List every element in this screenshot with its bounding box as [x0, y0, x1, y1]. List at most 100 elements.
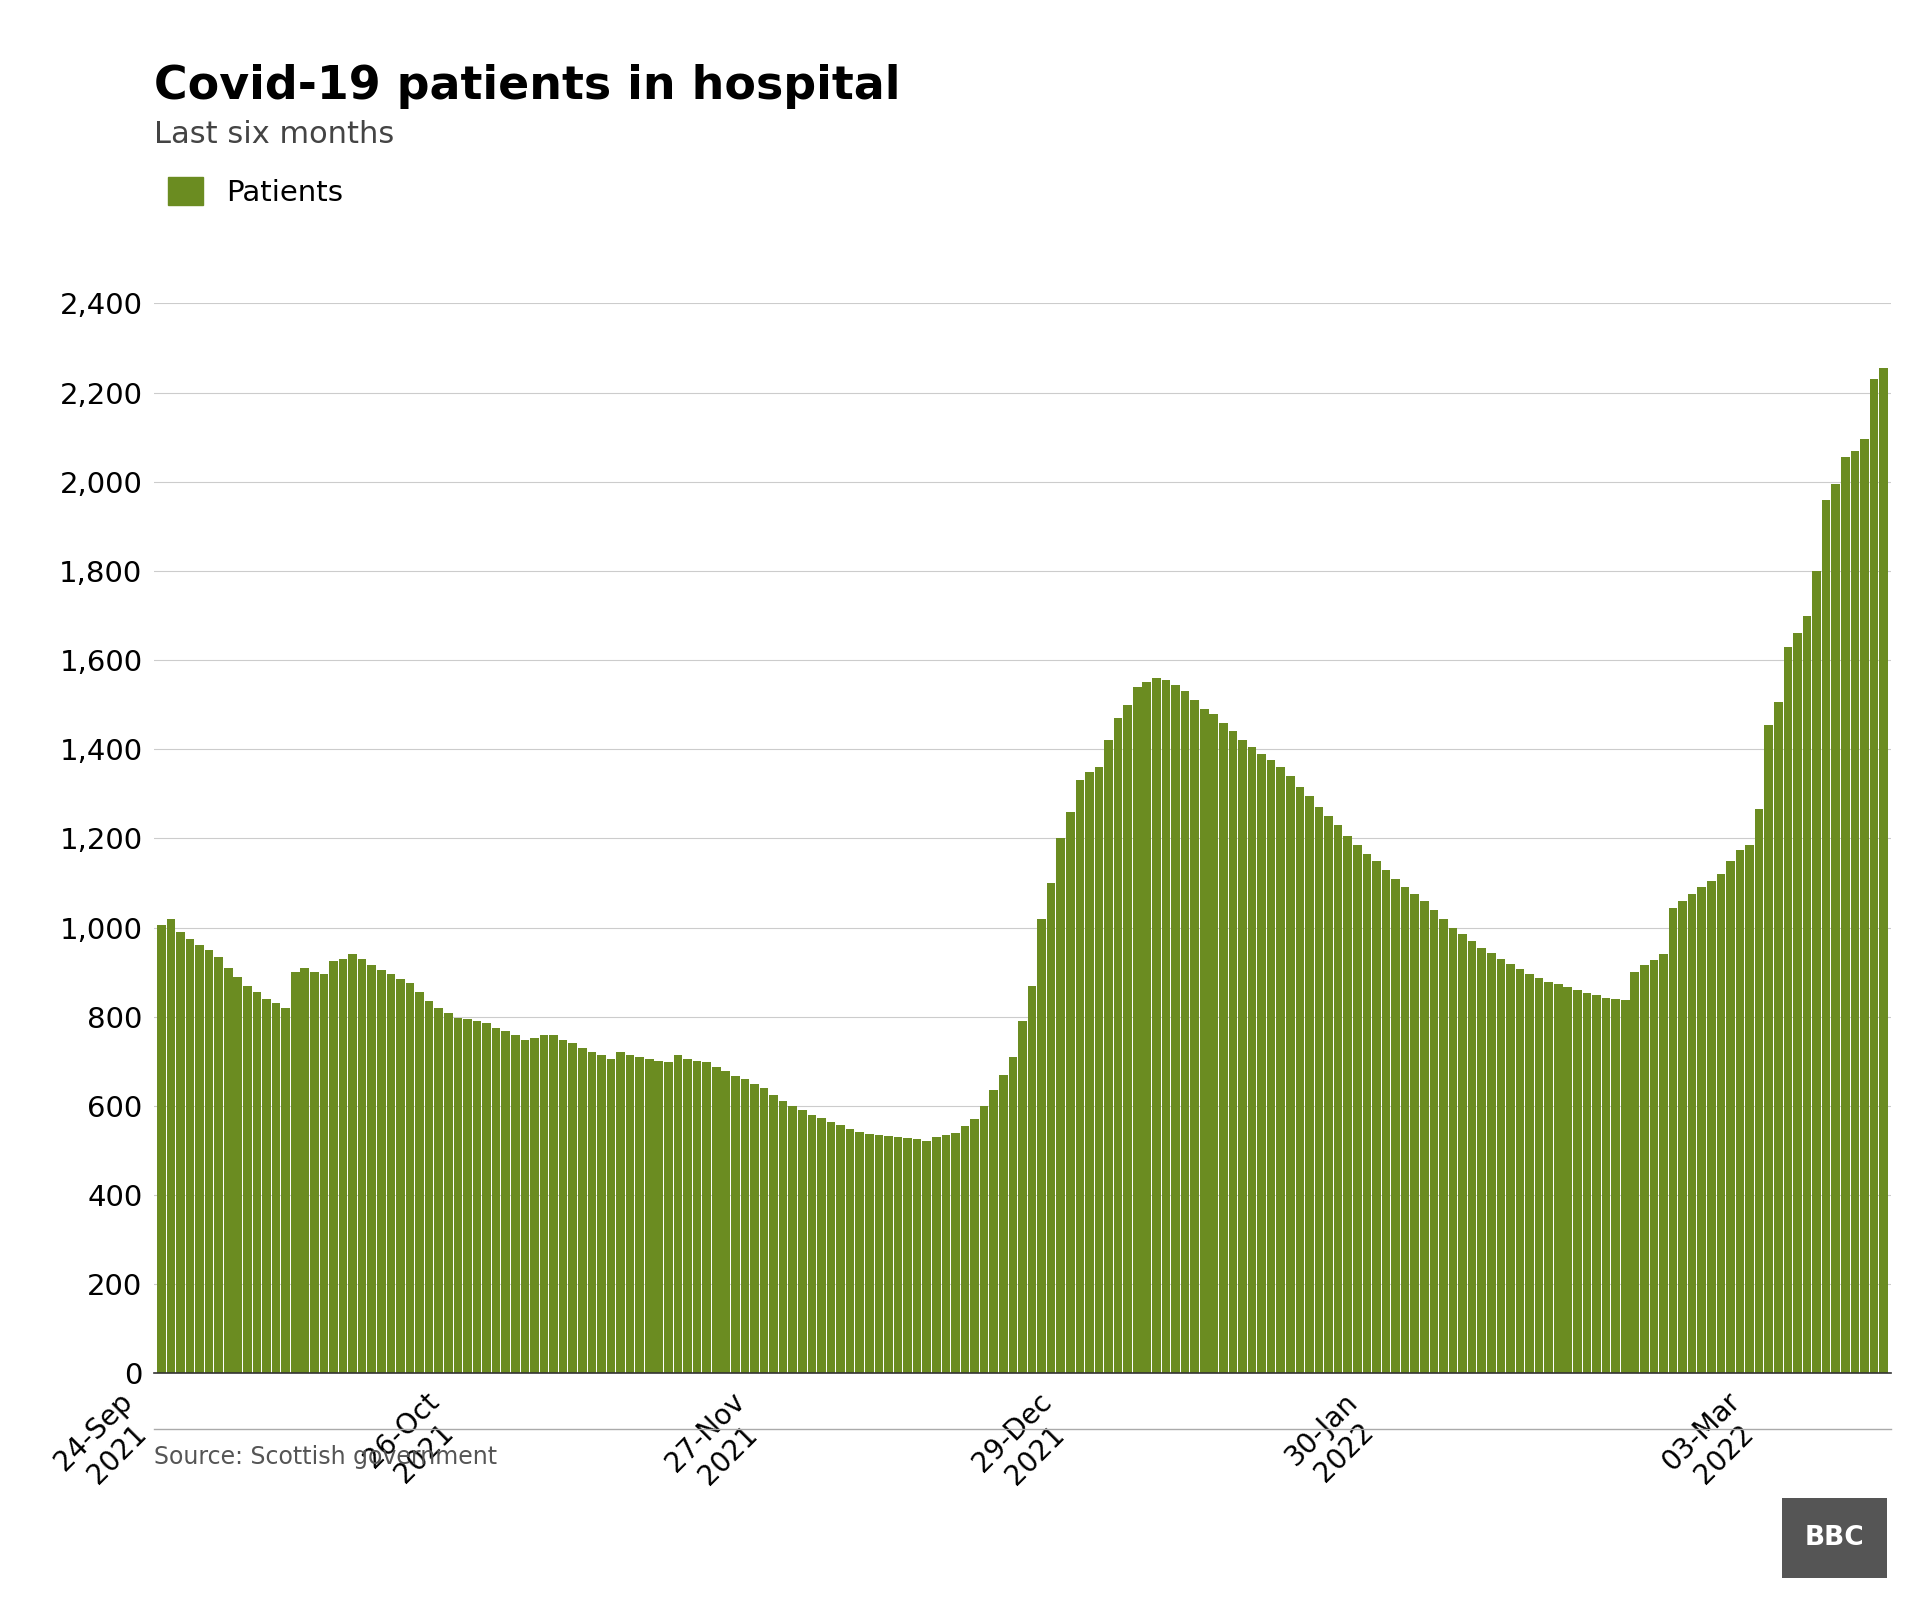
Bar — [1008, 1057, 1018, 1373]
Bar — [1649, 960, 1659, 1373]
Bar — [1755, 810, 1763, 1373]
Bar — [1726, 861, 1736, 1373]
Bar — [989, 1091, 998, 1373]
Bar — [167, 918, 175, 1373]
Bar — [1544, 982, 1553, 1373]
Bar — [1094, 767, 1104, 1373]
Bar — [684, 1059, 691, 1373]
Bar — [578, 1048, 588, 1373]
Bar — [626, 1054, 634, 1373]
Bar — [472, 1020, 482, 1373]
Bar — [1104, 741, 1114, 1373]
Bar — [501, 1032, 511, 1373]
Bar — [1392, 878, 1400, 1373]
Bar — [912, 1139, 922, 1373]
Bar — [376, 969, 386, 1373]
Bar — [1325, 816, 1332, 1373]
Bar — [1793, 634, 1801, 1373]
Bar — [424, 1001, 434, 1373]
Bar — [177, 933, 184, 1373]
Bar — [1334, 826, 1342, 1373]
Text: BBC: BBC — [1805, 1525, 1864, 1551]
Bar — [1592, 995, 1601, 1373]
Bar — [1296, 787, 1304, 1373]
Bar — [931, 1137, 941, 1373]
Bar — [386, 974, 396, 1373]
Bar — [789, 1105, 797, 1373]
Bar — [434, 1008, 444, 1373]
Bar — [1476, 947, 1486, 1373]
Bar — [1486, 953, 1496, 1373]
Bar — [338, 958, 348, 1373]
Bar — [1467, 941, 1476, 1373]
Bar — [1037, 918, 1046, 1373]
Text: Last six months: Last six months — [154, 120, 394, 149]
Bar — [1219, 722, 1227, 1373]
Bar — [808, 1115, 816, 1373]
Bar — [348, 955, 357, 1373]
Bar — [893, 1137, 902, 1373]
Bar — [1716, 874, 1726, 1373]
Bar — [597, 1054, 605, 1373]
Bar — [1841, 457, 1849, 1373]
Bar — [1123, 704, 1133, 1373]
Bar — [1373, 861, 1380, 1373]
Bar — [828, 1121, 835, 1373]
Bar — [568, 1043, 578, 1373]
Bar — [244, 985, 252, 1373]
Bar — [1190, 699, 1198, 1373]
Bar — [1046, 883, 1056, 1373]
Bar — [1229, 731, 1236, 1373]
Bar — [482, 1024, 492, 1373]
Bar — [1659, 955, 1668, 1373]
Bar — [292, 973, 300, 1373]
Bar — [1258, 754, 1265, 1373]
Bar — [1707, 882, 1716, 1373]
Bar — [970, 1119, 979, 1373]
Bar — [645, 1059, 653, 1373]
Bar — [1572, 990, 1582, 1373]
Bar — [1411, 894, 1419, 1373]
Bar — [1860, 439, 1868, 1373]
Bar — [253, 992, 261, 1373]
Bar — [1382, 870, 1390, 1373]
Bar — [1027, 985, 1037, 1373]
Bar — [693, 1062, 701, 1373]
Bar — [309, 973, 319, 1373]
Bar — [941, 1135, 950, 1373]
Bar — [186, 939, 194, 1373]
Bar — [1286, 776, 1294, 1373]
Bar — [847, 1129, 854, 1373]
Bar — [263, 1000, 271, 1373]
Bar — [157, 925, 165, 1373]
Bar — [273, 1003, 280, 1373]
Bar — [1267, 760, 1275, 1373]
Bar — [732, 1076, 739, 1373]
Legend: Patients: Patients — [169, 177, 344, 208]
Bar — [367, 966, 376, 1373]
Bar — [540, 1035, 549, 1373]
Bar — [1803, 615, 1811, 1373]
Bar — [444, 1012, 453, 1373]
Bar — [1075, 781, 1085, 1373]
Bar — [979, 1105, 989, 1373]
Bar — [1870, 378, 1878, 1373]
Bar — [1315, 806, 1323, 1373]
Bar — [1668, 907, 1678, 1373]
Bar — [1440, 918, 1448, 1373]
Bar — [1697, 888, 1707, 1373]
Bar — [1248, 747, 1256, 1373]
Bar — [1851, 450, 1859, 1373]
Bar — [883, 1135, 893, 1373]
Bar — [1171, 685, 1179, 1373]
Bar — [1142, 682, 1152, 1373]
Bar — [1736, 850, 1745, 1373]
Bar — [1678, 901, 1688, 1373]
Bar — [818, 1118, 826, 1373]
Bar — [1277, 767, 1284, 1373]
Bar — [1114, 719, 1123, 1373]
Bar — [1018, 1020, 1027, 1373]
Bar — [1056, 838, 1066, 1373]
Bar — [319, 974, 328, 1373]
Bar — [549, 1035, 559, 1373]
